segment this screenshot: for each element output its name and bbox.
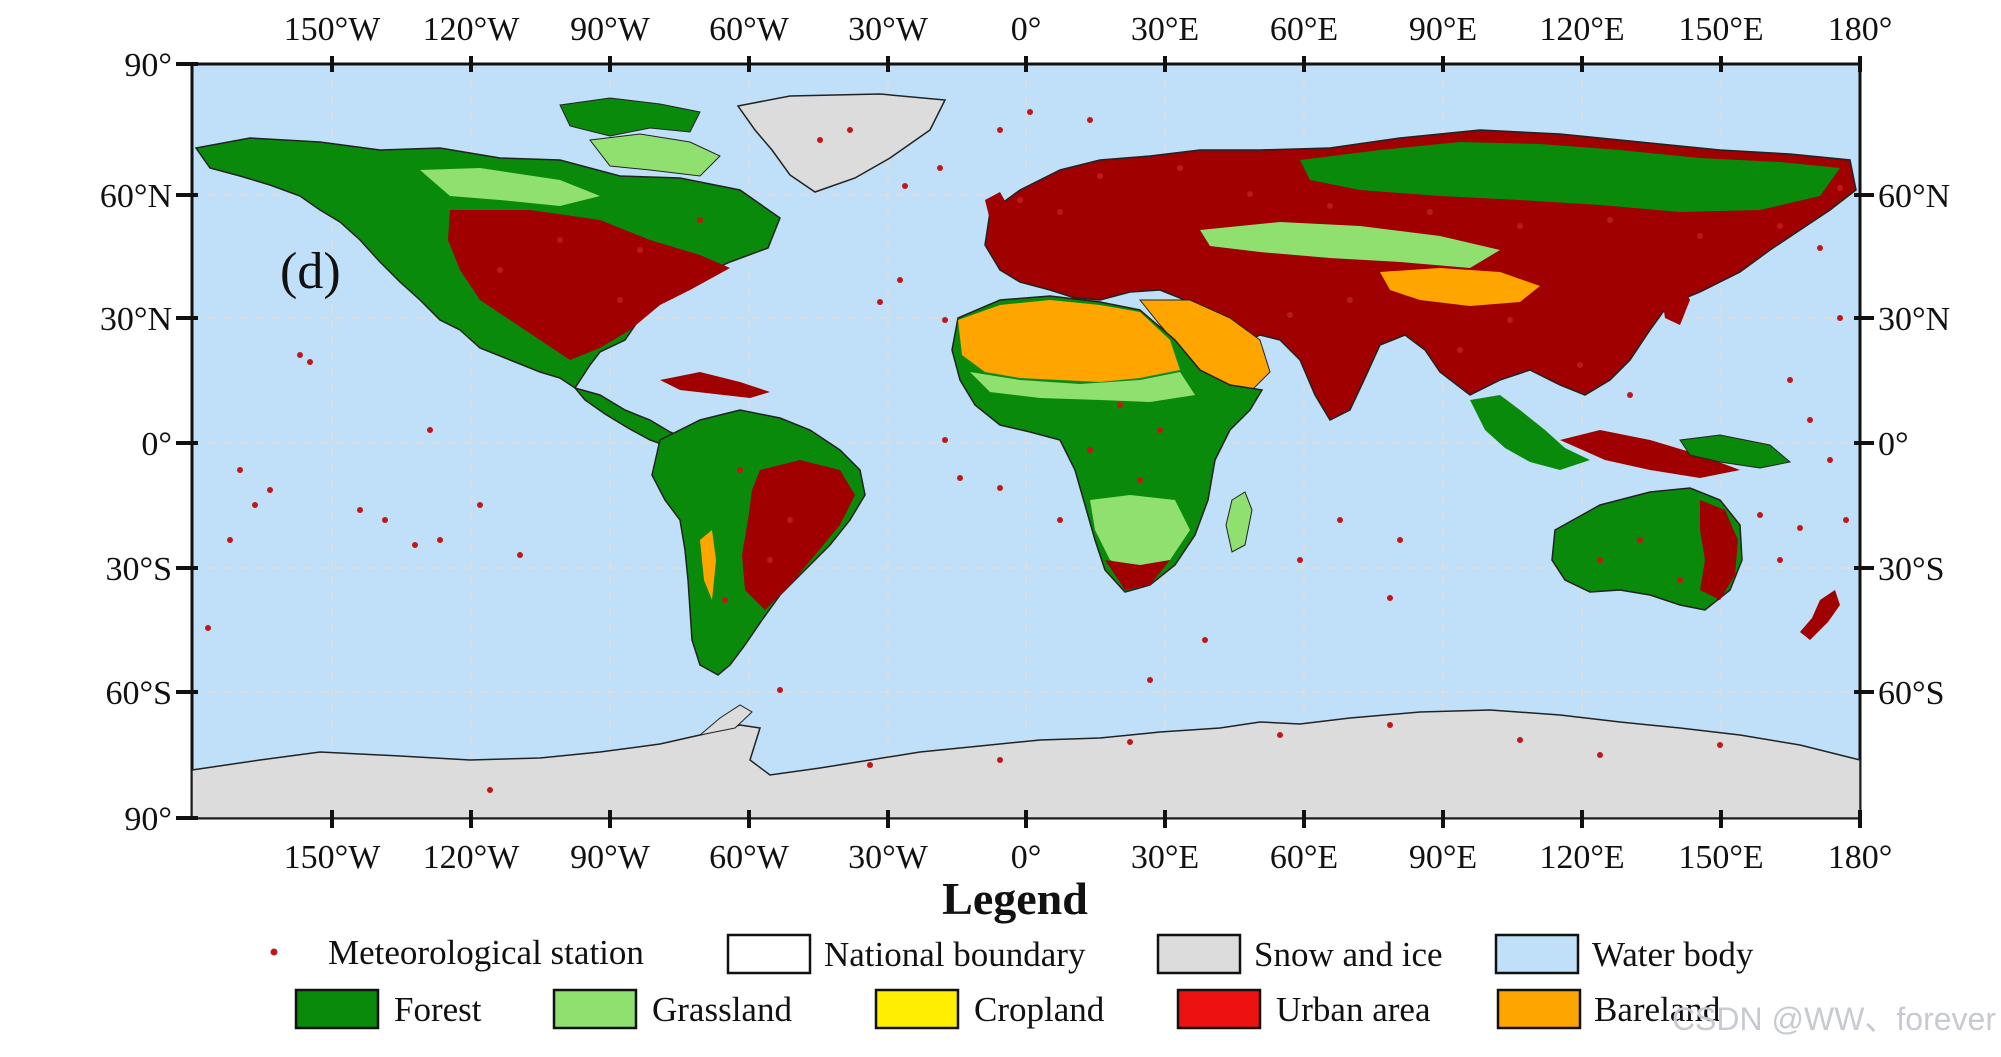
legend-swatch-water <box>1494 933 1580 975</box>
legend-swatch-forest <box>294 988 380 1030</box>
lon-label-top: 60°W <box>709 11 790 48</box>
lon-label-top: 30°E <box>1131 11 1199 48</box>
lat-label-right: 30°S <box>1878 551 1945 588</box>
lat-label-right: 60°S <box>1878 675 1945 712</box>
legend-label-forest: Forest <box>394 990 482 1029</box>
legend-label-station: Meteorological station <box>328 933 644 972</box>
lon-label-top: 180° <box>1828 11 1893 48</box>
maritime-asia-urban <box>1560 430 1740 478</box>
lat-label-left: 30°N <box>100 301 172 338</box>
lon-label-bottom: 150°E <box>1678 839 1763 876</box>
legend-swatch-boundary <box>726 933 812 975</box>
legend-swatch-urban <box>1176 988 1262 1030</box>
watermark: CSDN @WW、forever <box>1672 1001 1996 1037</box>
north-america-grassland <box>420 168 600 206</box>
sahara-bareland <box>958 300 1180 382</box>
legend-label-boundary: National boundary <box>824 935 1086 974</box>
lon-label-top: 150°E <box>1678 11 1763 48</box>
legend-label-grassland: Grassland <box>652 990 792 1029</box>
station-dots <box>205 109 1849 793</box>
lon-label-bottom: 60°W <box>709 839 790 876</box>
legend: Legend Meteorological station National b… <box>270 873 1754 1030</box>
australia-urban <box>1700 500 1738 600</box>
legend-swatch-cropland <box>874 988 960 1030</box>
lat-label-left: 30°S <box>105 551 172 588</box>
lon-label-top: 30°W <box>848 11 929 48</box>
legend-label-snow: Snow and ice <box>1254 935 1443 974</box>
legend-label-bareland: Bareland <box>1594 990 1721 1029</box>
legend-label-cropland: Cropland <box>974 990 1105 1029</box>
lon-label-bottom: 90°W <box>570 839 651 876</box>
lat-label-left: 60°N <box>100 178 172 215</box>
legend-swatch-snow <box>1156 933 1242 975</box>
north-america-urban <box>448 210 730 360</box>
south-america-cropland <box>700 530 716 600</box>
legend-title: Legend <box>942 873 1088 924</box>
lat-label-left: 0° <box>141 426 172 463</box>
new-zealand <box>1800 590 1840 640</box>
greenland-snow <box>736 93 947 193</box>
lon-label-bottom: 30°W <box>848 839 929 876</box>
lon-label-top: 60°E <box>1270 11 1338 48</box>
central-asia-bareland <box>1380 268 1540 306</box>
australia <box>1551 487 1743 611</box>
legend-label-water: Water body <box>1592 935 1754 974</box>
siberia-forest <box>1300 142 1840 212</box>
panel-label: (d) <box>280 243 341 300</box>
lon-label-top: 0° <box>1011 11 1042 48</box>
lon-label-bottom: 90°E <box>1409 839 1477 876</box>
japan <box>1660 280 1690 325</box>
bottom-lon-labels: 150°W 120°W 90°W 60°W 30°W 0° 30°E 60°E … <box>284 839 1893 876</box>
left-ticks <box>176 62 198 820</box>
southern-africa-grassland <box>1090 495 1190 572</box>
lat-label-left: 90° <box>124 47 172 84</box>
lat-label-right: 0° <box>1878 426 1909 463</box>
sahel-grassland <box>970 372 1195 402</box>
legend-label-urban: Urban area <box>1276 990 1431 1029</box>
lat-label-right: 30°N <box>1878 301 1950 338</box>
lon-label-bottom: 0° <box>1011 839 1042 876</box>
central-asia-grassland <box>1200 222 1500 268</box>
lon-label-bottom: 180° <box>1828 839 1893 876</box>
lon-label-bottom: 120°E <box>1539 839 1624 876</box>
lon-label-bottom: 60°E <box>1270 839 1338 876</box>
lon-label-top: 90°E <box>1409 11 1477 48</box>
lon-label-bottom: 30°E <box>1131 839 1199 876</box>
legend-station-dot-icon <box>270 948 278 956</box>
south-america-urban <box>742 460 855 610</box>
bottom-ticks <box>330 810 1862 828</box>
top-ticks <box>330 56 1862 72</box>
canadian-arctic-islands <box>589 133 721 177</box>
new-guinea <box>1679 434 1792 469</box>
arctic-islands <box>559 97 701 137</box>
southeast-asia-forest <box>1470 395 1590 470</box>
lat-label-left: 60°S <box>105 675 172 712</box>
antarctic-peninsula <box>698 704 753 736</box>
south-africa-urban <box>1105 560 1170 590</box>
lat-label-right: 60°N <box>1878 178 1950 215</box>
caribbean <box>660 372 770 398</box>
left-lat-labels: 90° 60°N 30°N 0° 30°S 60°S 90° <box>100 47 172 838</box>
right-ticks <box>1854 193 1874 694</box>
lon-label-bottom: 150°W <box>284 839 382 876</box>
antarctica-snow <box>191 709 1861 819</box>
top-lon-labels: 150°W 120°W 90°W 60°W 30°W 0° 30°E 60°E … <box>284 11 1893 48</box>
legend-swatch-grassland <box>552 988 638 1030</box>
uk-ireland <box>985 192 1010 232</box>
lon-label-top: 120°E <box>1539 11 1624 48</box>
lon-label-top: 90°W <box>570 11 651 48</box>
legend-swatch-bareland <box>1496 988 1582 1030</box>
lon-label-top: 120°W <box>423 11 521 48</box>
lon-label-top: 150°W <box>284 11 382 48</box>
lat-label-left: 90° <box>124 801 172 838</box>
lon-label-bottom: 120°W <box>423 839 521 876</box>
right-lat-labels: 60°N 30°N 0° 30°S 60°S <box>1878 178 1950 712</box>
madagascar <box>1225 491 1253 553</box>
